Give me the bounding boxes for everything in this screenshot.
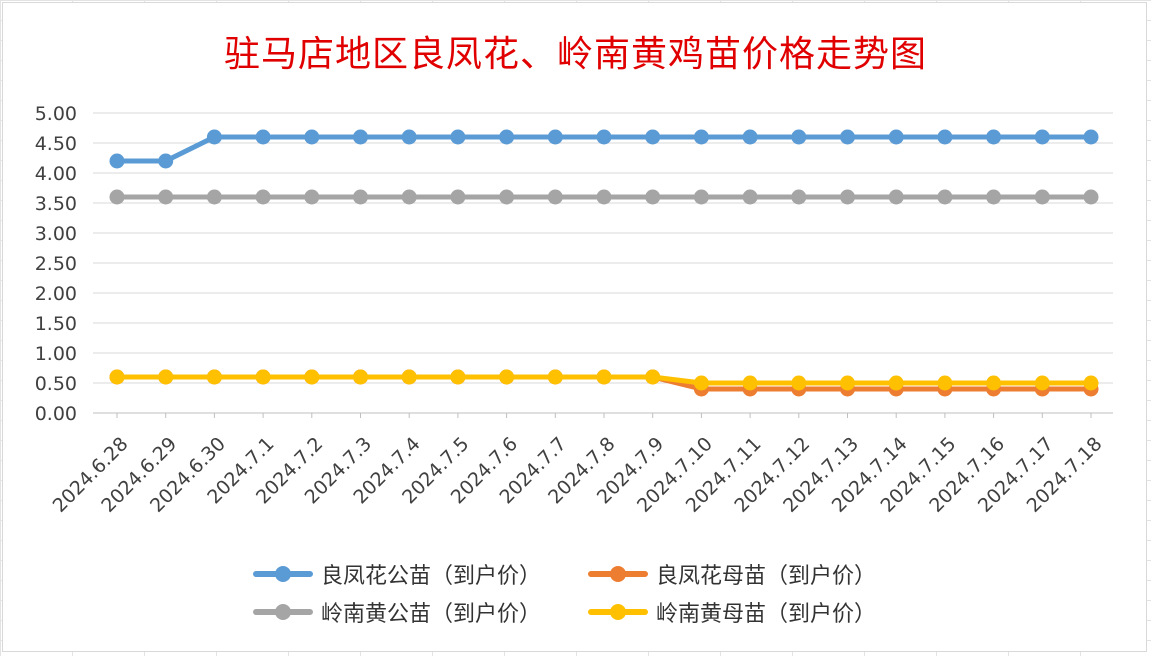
data-point[interactable] (742, 129, 758, 145)
series-group (109, 129, 1099, 397)
data-point[interactable] (450, 369, 466, 385)
data-point[interactable] (840, 129, 855, 145)
legend-swatch-3 (588, 597, 648, 627)
data-point[interactable] (986, 129, 1002, 145)
data-point[interactable] (401, 369, 417, 385)
y-tick-label: 3.50 (35, 193, 77, 215)
y-tick-label: 2.00 (35, 283, 77, 305)
data-point[interactable] (499, 129, 515, 145)
y-tick-label: 0.50 (35, 373, 77, 395)
data-point[interactable] (1083, 129, 1099, 145)
data-point[interactable] (645, 189, 661, 205)
data-point[interactable] (547, 189, 563, 205)
data-point[interactable] (255, 369, 271, 385)
data-point[interactable] (255, 189, 271, 205)
y-tick-label: 2.50 (35, 253, 77, 275)
gridlines (93, 112, 1113, 414)
data-point[interactable] (693, 189, 709, 205)
data-point[interactable] (401, 129, 417, 145)
y-tick-label: 4.50 (35, 133, 77, 155)
data-point[interactable] (791, 129, 807, 145)
data-point[interactable] (888, 189, 904, 205)
data-point[interactable] (840, 375, 855, 391)
legend-item-0[interactable]: 良凤花公苗（到户价） (253, 559, 541, 589)
data-point[interactable] (401, 189, 417, 205)
data-point[interactable] (1083, 189, 1099, 205)
legend-label-3: 岭南黄母苗（到户价） (656, 602, 877, 627)
legend-item-2[interactable]: 岭南黄公苗（到户价） (253, 597, 541, 627)
y-tick-label: 4.00 (35, 163, 77, 185)
legend-label-0: 良凤花公苗（到户价） (321, 564, 542, 589)
data-point[interactable] (547, 129, 563, 145)
y-tick-label: 3.00 (35, 223, 77, 245)
data-point[interactable] (499, 369, 515, 385)
legend-item-1[interactable]: 良凤花母苗（到户价） (588, 559, 876, 589)
y-tick-label: 0.00 (35, 403, 77, 425)
data-point[interactable] (1034, 189, 1050, 205)
data-point[interactable] (1034, 129, 1050, 145)
data-point[interactable] (645, 369, 661, 385)
y-tick-label: 1.00 (35, 343, 77, 365)
data-point[interactable] (158, 369, 174, 385)
data-point[interactable] (158, 189, 174, 205)
data-point[interactable] (986, 375, 1002, 391)
data-point[interactable] (353, 129, 368, 145)
line-chart-plot: 0.00 0.50 1.00 1.50 2.00 2.50 3.00 3.50 4.00 4.50… (35, 103, 1113, 517)
chart-title: 驻马店地区良凤花、岭南黄鸡苗价格走势图 (223, 34, 927, 75)
legend-label-2: 岭南黄公苗（到户价） (321, 602, 542, 627)
data-point[interactable] (840, 189, 855, 205)
data-point[interactable] (791, 189, 807, 205)
data-point[interactable] (791, 375, 807, 391)
x-axis: 2024.6.282024.6.292024.6.302024.7.12024.… (49, 413, 1107, 517)
data-point[interactable] (304, 129, 320, 145)
data-point[interactable] (1034, 375, 1050, 391)
data-point[interactable] (1083, 375, 1099, 391)
data-point[interactable] (109, 153, 125, 169)
data-point[interactable] (596, 369, 612, 385)
data-point[interactable] (937, 375, 953, 391)
data-point[interactable] (888, 129, 904, 145)
legend-swatch-0 (253, 559, 313, 589)
data-point[interactable] (304, 189, 320, 205)
data-point[interactable] (693, 129, 709, 145)
data-point[interactable] (742, 375, 758, 391)
data-point[interactable] (645, 129, 661, 145)
data-point[interactable] (499, 189, 515, 205)
y-tick-label: 5.00 (35, 103, 77, 125)
y-tick-label: 1.50 (35, 313, 77, 335)
data-point[interactable] (255, 129, 271, 145)
data-point[interactable] (547, 369, 563, 385)
data-point[interactable] (158, 153, 174, 169)
data-point[interactable] (986, 189, 1002, 205)
data-point[interactable] (596, 189, 612, 205)
data-point[interactable] (353, 369, 368, 385)
data-point[interactable] (109, 189, 125, 205)
series-2 (109, 189, 1099, 205)
legend-item-3[interactable]: 岭南黄母苗（到户价） (588, 597, 876, 627)
legend-label-1: 良凤花母苗（到户价） (656, 564, 877, 589)
data-point[interactable] (206, 369, 222, 385)
data-point[interactable] (937, 189, 953, 205)
data-point[interactable] (206, 189, 222, 205)
y-axis: 0.00 0.50 1.00 1.50 2.00 2.50 3.00 3.50 4.00 4.50… (35, 103, 77, 425)
legend-swatch-2 (253, 597, 313, 627)
series-3 (109, 369, 1099, 391)
data-point[interactable] (304, 369, 320, 385)
data-point[interactable] (206, 129, 222, 145)
data-point[interactable] (353, 189, 368, 205)
data-point[interactable] (109, 369, 125, 385)
data-point[interactable] (693, 375, 709, 391)
data-point[interactable] (450, 189, 466, 205)
data-point[interactable] (937, 129, 953, 145)
legend-swatch-1 (588, 559, 648, 589)
data-point[interactable] (450, 129, 466, 145)
data-point[interactable] (596, 129, 612, 145)
data-point[interactable] (888, 375, 904, 391)
series-0 (109, 129, 1099, 169)
data-point[interactable] (742, 189, 758, 205)
